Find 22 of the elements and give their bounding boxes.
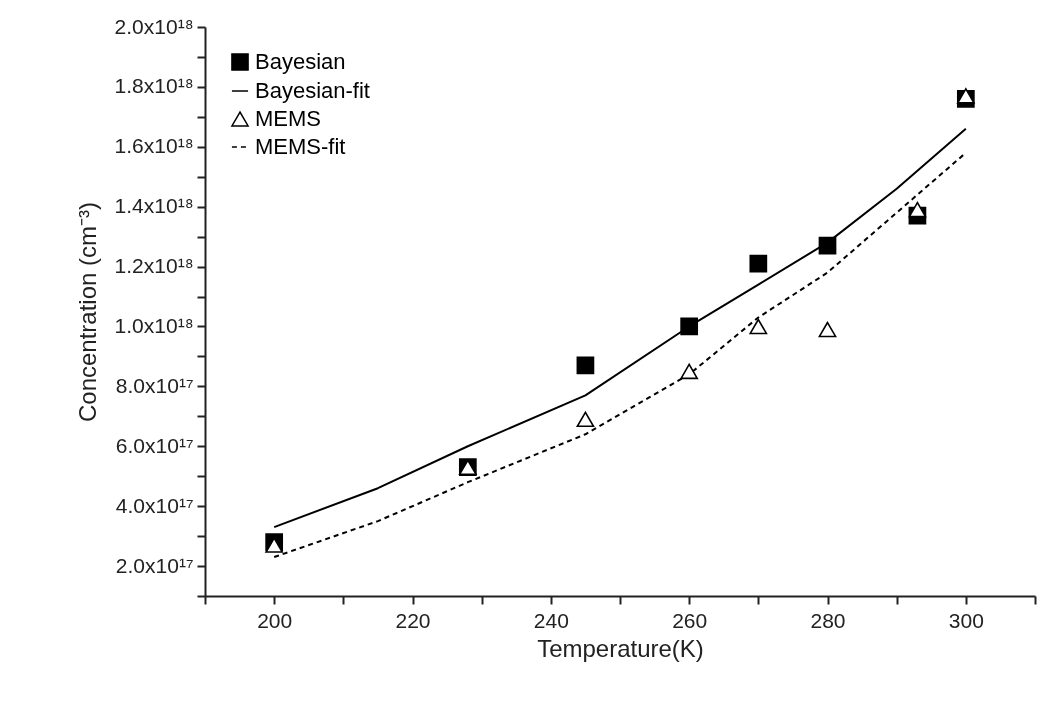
y-tick-label: 1.6x10¹⁸ [114, 134, 194, 158]
y-tick-label: 6.0x10¹⁷ [115, 433, 194, 457]
x-tick-label: 200 [257, 608, 293, 632]
y-tick-label: 2.0x10¹⁸ [114, 14, 194, 38]
y-axis-title: Concentration (cm⁻³) [73, 201, 101, 423]
y-tick-label: 1.8x10¹⁸ [114, 74, 194, 98]
x-tick-label: 260 [672, 608, 708, 632]
x-tick-label: 300 [948, 608, 984, 632]
legend-label: Bayesian-fit [255, 78, 370, 103]
x-axis-title: Temperature(K) [537, 634, 704, 662]
legend-label: MEMS [255, 106, 321, 131]
legend-label: Bayesian [255, 49, 346, 74]
x-tick-label: 280 [810, 608, 846, 632]
y-tick-label: 8.0x10¹⁷ [115, 373, 194, 397]
y-tick-label: 1.2x10¹⁸ [114, 254, 194, 278]
x-tick-label: 240 [533, 608, 569, 632]
y-tick-label: 1.0x10¹⁸ [114, 313, 194, 337]
x-tick-label: 220 [395, 608, 431, 632]
y-tick-label: 4.0x10¹⁷ [115, 493, 194, 517]
y-tick-label: 2.0x10¹⁷ [115, 553, 194, 577]
legend-label: MEMS-fit [255, 134, 346, 159]
y-tick-label: 1.4x10¹⁸ [114, 194, 194, 218]
